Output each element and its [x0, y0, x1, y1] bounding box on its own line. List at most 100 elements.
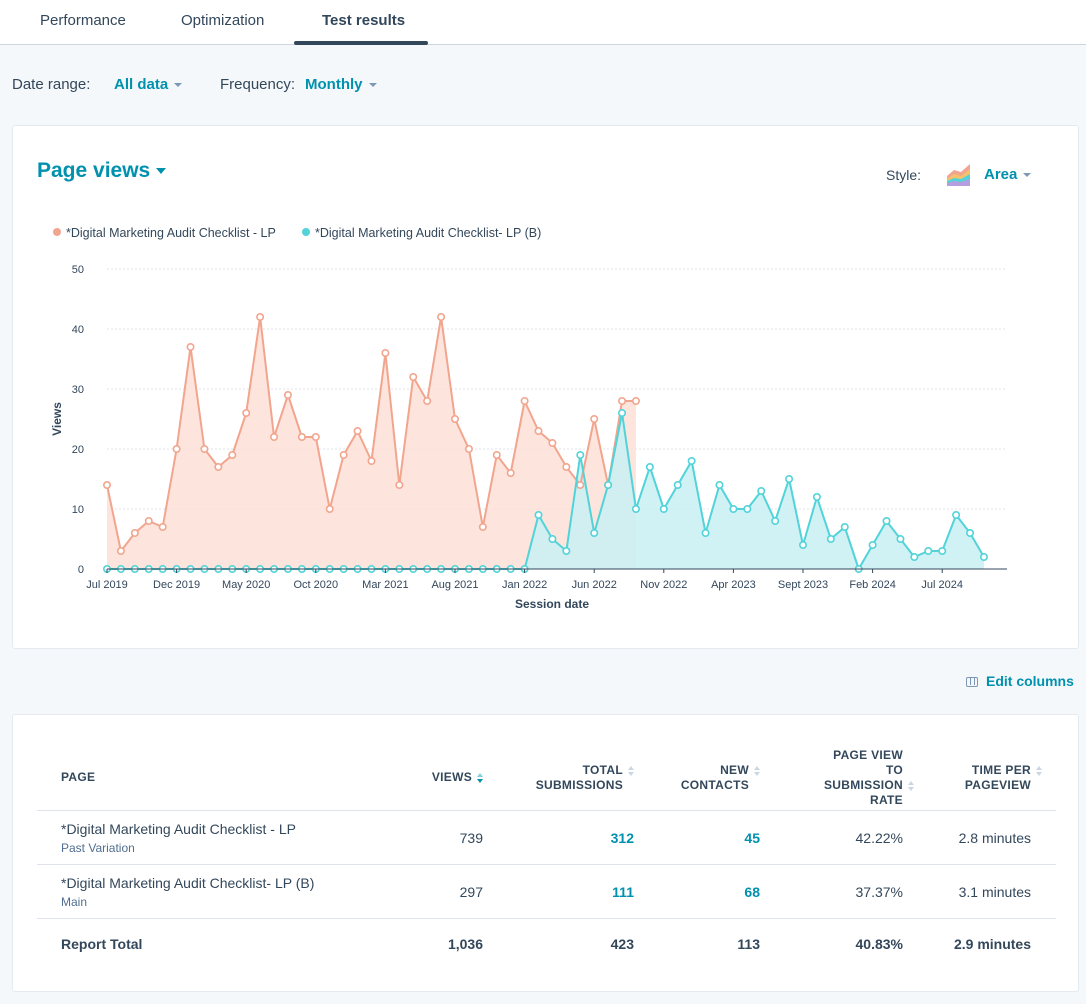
data-point[interactable]	[256, 313, 265, 322]
data-point[interactable]	[450, 414, 459, 423]
data-point[interactable]	[325, 504, 334, 513]
data-point[interactable]	[200, 444, 209, 453]
cell-new-contacts[interactable]: 68	[744, 884, 760, 900]
data-point[interactable]	[882, 516, 891, 525]
data-point[interactable]	[757, 486, 766, 495]
data-point[interactable]	[729, 504, 738, 513]
data-point[interactable]	[743, 504, 752, 513]
data-point[interactable]	[673, 480, 682, 489]
data-point[interactable]	[771, 516, 780, 525]
data-point[interactable]	[270, 432, 279, 441]
col-header-time-per-pageview[interactable]: TIME PER PAGEVIEW	[965, 763, 1042, 793]
data-point[interactable]	[520, 396, 529, 405]
data-point[interactable]	[576, 480, 585, 489]
data-point[interactable]	[409, 373, 418, 382]
series-area	[107, 317, 636, 569]
data-point[interactable]	[896, 534, 905, 543]
data-point[interactable]	[938, 546, 947, 555]
data-point[interactable]	[381, 349, 390, 358]
tab-performance[interactable]: Performance	[40, 12, 126, 29]
edit-columns-button[interactable]: Edit columns	[966, 673, 1074, 689]
data-point[interactable]	[228, 450, 237, 459]
data-point[interactable]	[353, 426, 362, 435]
data-point[interactable]	[339, 450, 348, 459]
data-point[interactable]	[826, 534, 835, 543]
data-point[interactable]	[297, 432, 306, 441]
data-point[interactable]	[798, 540, 807, 549]
data-point[interactable]	[103, 480, 112, 489]
frequency-dropdown[interactable]: Monthly	[305, 76, 377, 93]
data-point[interactable]	[562, 462, 571, 471]
legend-item-lp-b[interactable]: *Digital Marketing Audit Checklist- LP (…	[302, 226, 541, 240]
row-page-name[interactable]: *Digital Marketing Audit Checklist- LP (…	[61, 875, 315, 891]
row-page-name[interactable]: *Digital Marketing Audit Checklist - LP	[61, 821, 296, 837]
data-point[interactable]	[478, 522, 487, 531]
data-point[interactable]	[576, 450, 585, 459]
data-point[interactable]	[840, 522, 849, 531]
data-point[interactable]	[492, 450, 501, 459]
data-point[interactable]	[659, 504, 668, 513]
data-point[interactable]	[283, 390, 292, 399]
data-point[interactable]	[534, 426, 543, 435]
col-header-submission-rate[interactable]: PAGE VIEW TO SUBMISSION RATE	[824, 748, 914, 808]
tab-optimization[interactable]: Optimization	[181, 12, 265, 29]
col-header-new-contacts[interactable]: NEW CONTACTS	[681, 763, 760, 793]
sort-icon	[477, 772, 483, 783]
data-point[interactable]	[158, 522, 167, 531]
data-point[interactable]	[437, 313, 446, 322]
data-point[interactable]	[367, 456, 376, 465]
data-point[interactable]	[590, 414, 599, 423]
data-point[interactable]	[979, 552, 988, 561]
legend-item-lp[interactable]: *Digital Marketing Audit Checklist - LP	[53, 226, 276, 240]
data-point[interactable]	[631, 504, 640, 513]
cell-submissions[interactable]: 111	[612, 884, 634, 900]
sort-icon	[1036, 765, 1042, 776]
date-range-dropdown[interactable]: All data	[114, 76, 183, 93]
data-point[interactable]	[116, 546, 125, 555]
cell-new-contacts[interactable]: 45	[744, 830, 760, 846]
data-point[interactable]	[548, 534, 557, 543]
data-point[interactable]	[395, 480, 404, 489]
data-point[interactable]	[785, 474, 794, 483]
data-point[interactable]	[548, 438, 557, 447]
data-point[interactable]	[924, 546, 933, 555]
data-point[interactable]	[590, 528, 599, 537]
data-point[interactable]	[631, 396, 640, 405]
data-point[interactable]	[812, 492, 821, 501]
data-point[interactable]	[242, 408, 251, 417]
chevron-down-icon	[1023, 173, 1032, 178]
metric-dropdown[interactable]: Page views	[37, 159, 167, 183]
data-point[interactable]	[966, 528, 975, 537]
col-header-views[interactable]: VIEWS	[432, 770, 483, 785]
cell-submissions[interactable]: 312	[610, 830, 634, 846]
data-point[interactable]	[868, 540, 877, 549]
data-point[interactable]	[715, 480, 724, 489]
data-point[interactable]	[464, 444, 473, 453]
data-point[interactable]	[618, 408, 627, 417]
total-views: 1,036	[447, 936, 483, 952]
data-point[interactable]	[172, 444, 181, 453]
data-point[interactable]	[562, 546, 571, 555]
data-point[interactable]	[701, 528, 710, 537]
data-point[interactable]	[214, 462, 223, 471]
data-point[interactable]	[186, 343, 195, 352]
data-point[interactable]	[534, 510, 543, 519]
chart-title: Page views	[37, 159, 151, 182]
data-point[interactable]	[952, 510, 961, 519]
data-point[interactable]	[144, 516, 153, 525]
col-header-total-submissions[interactable]: TOTAL SUBMISSIONS	[536, 763, 634, 793]
data-point[interactable]	[311, 432, 320, 441]
tab-test-results[interactable]: Test results	[322, 12, 406, 29]
data-point[interactable]	[645, 462, 654, 471]
data-point[interactable]	[506, 468, 515, 477]
data-point[interactable]	[687, 456, 696, 465]
data-point[interactable]	[910, 552, 919, 561]
data-point[interactable]	[130, 528, 139, 537]
chevron-down-icon	[174, 83, 183, 88]
x-tick-label: Aug 2021	[431, 579, 478, 591]
data-point[interactable]	[604, 480, 613, 489]
style-dropdown[interactable]: Area	[984, 166, 1032, 183]
col-header-page[interactable]: PAGE	[61, 770, 95, 785]
data-point[interactable]	[618, 396, 627, 405]
data-point[interactable]	[423, 396, 432, 405]
